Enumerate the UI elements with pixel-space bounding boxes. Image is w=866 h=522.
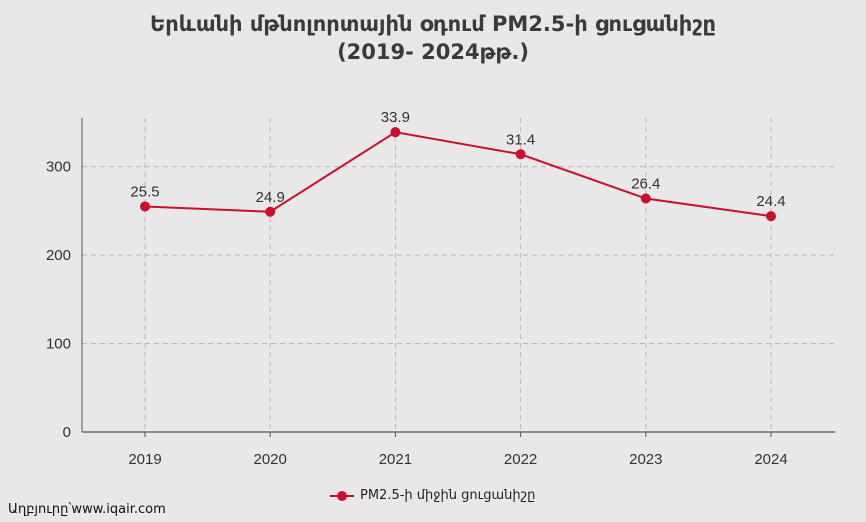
- legend-marker-icon: [330, 490, 354, 502]
- data-label: 33.9: [381, 109, 410, 126]
- chart-title: Երևանի մթնոլորտային օդում PM2.5-ի ցուցան…: [0, 10, 866, 66]
- data-label: 31.4: [506, 131, 535, 148]
- y-tick-label: 100: [46, 336, 71, 353]
- data-point: [766, 211, 776, 222]
- data-label: 24.4: [756, 193, 785, 210]
- legend-label: PM2.5-ի միջին ցուցանիշը: [360, 488, 536, 503]
- x-tick-label: 2021: [379, 451, 412, 468]
- data-point: [140, 201, 150, 212]
- data-point: [390, 127, 401, 138]
- chart-title-line2: (2019- 2024թթ.): [337, 40, 529, 64]
- y-tick-label: 0: [63, 424, 71, 441]
- x-tick-label: 2024: [754, 451, 787, 468]
- x-tick-label: 2019: [128, 451, 161, 468]
- y-tick-label: 300: [46, 159, 71, 176]
- legend[interactable]: PM2.5-ի միջին ցուցանիշը: [330, 488, 535, 503]
- data-point: [515, 149, 526, 160]
- series-line: [144, 131, 772, 218]
- source-note: Աղբյուրը՝www.iqair.com: [8, 502, 166, 517]
- data-point: [265, 206, 276, 217]
- x-tick-label: 2020: [254, 451, 287, 468]
- data-label: 24.9: [256, 189, 285, 206]
- x-tick-label: 2022: [504, 451, 537, 468]
- y-tick-label: 200: [46, 247, 71, 264]
- line-chart: 0 100 200 300 2019 2020 2021 2022 2023 2024 25.5 24…: [46, 109, 835, 468]
- data-label: 25.5: [130, 183, 159, 200]
- chart-title-line1: Երևանի մթնոլորտային օդում PM2.5-ի ցուցան…: [149, 12, 716, 36]
- data-point: [640, 193, 651, 204]
- data-label: 26.4: [631, 175, 660, 192]
- x-tick-label: 2023: [629, 451, 662, 468]
